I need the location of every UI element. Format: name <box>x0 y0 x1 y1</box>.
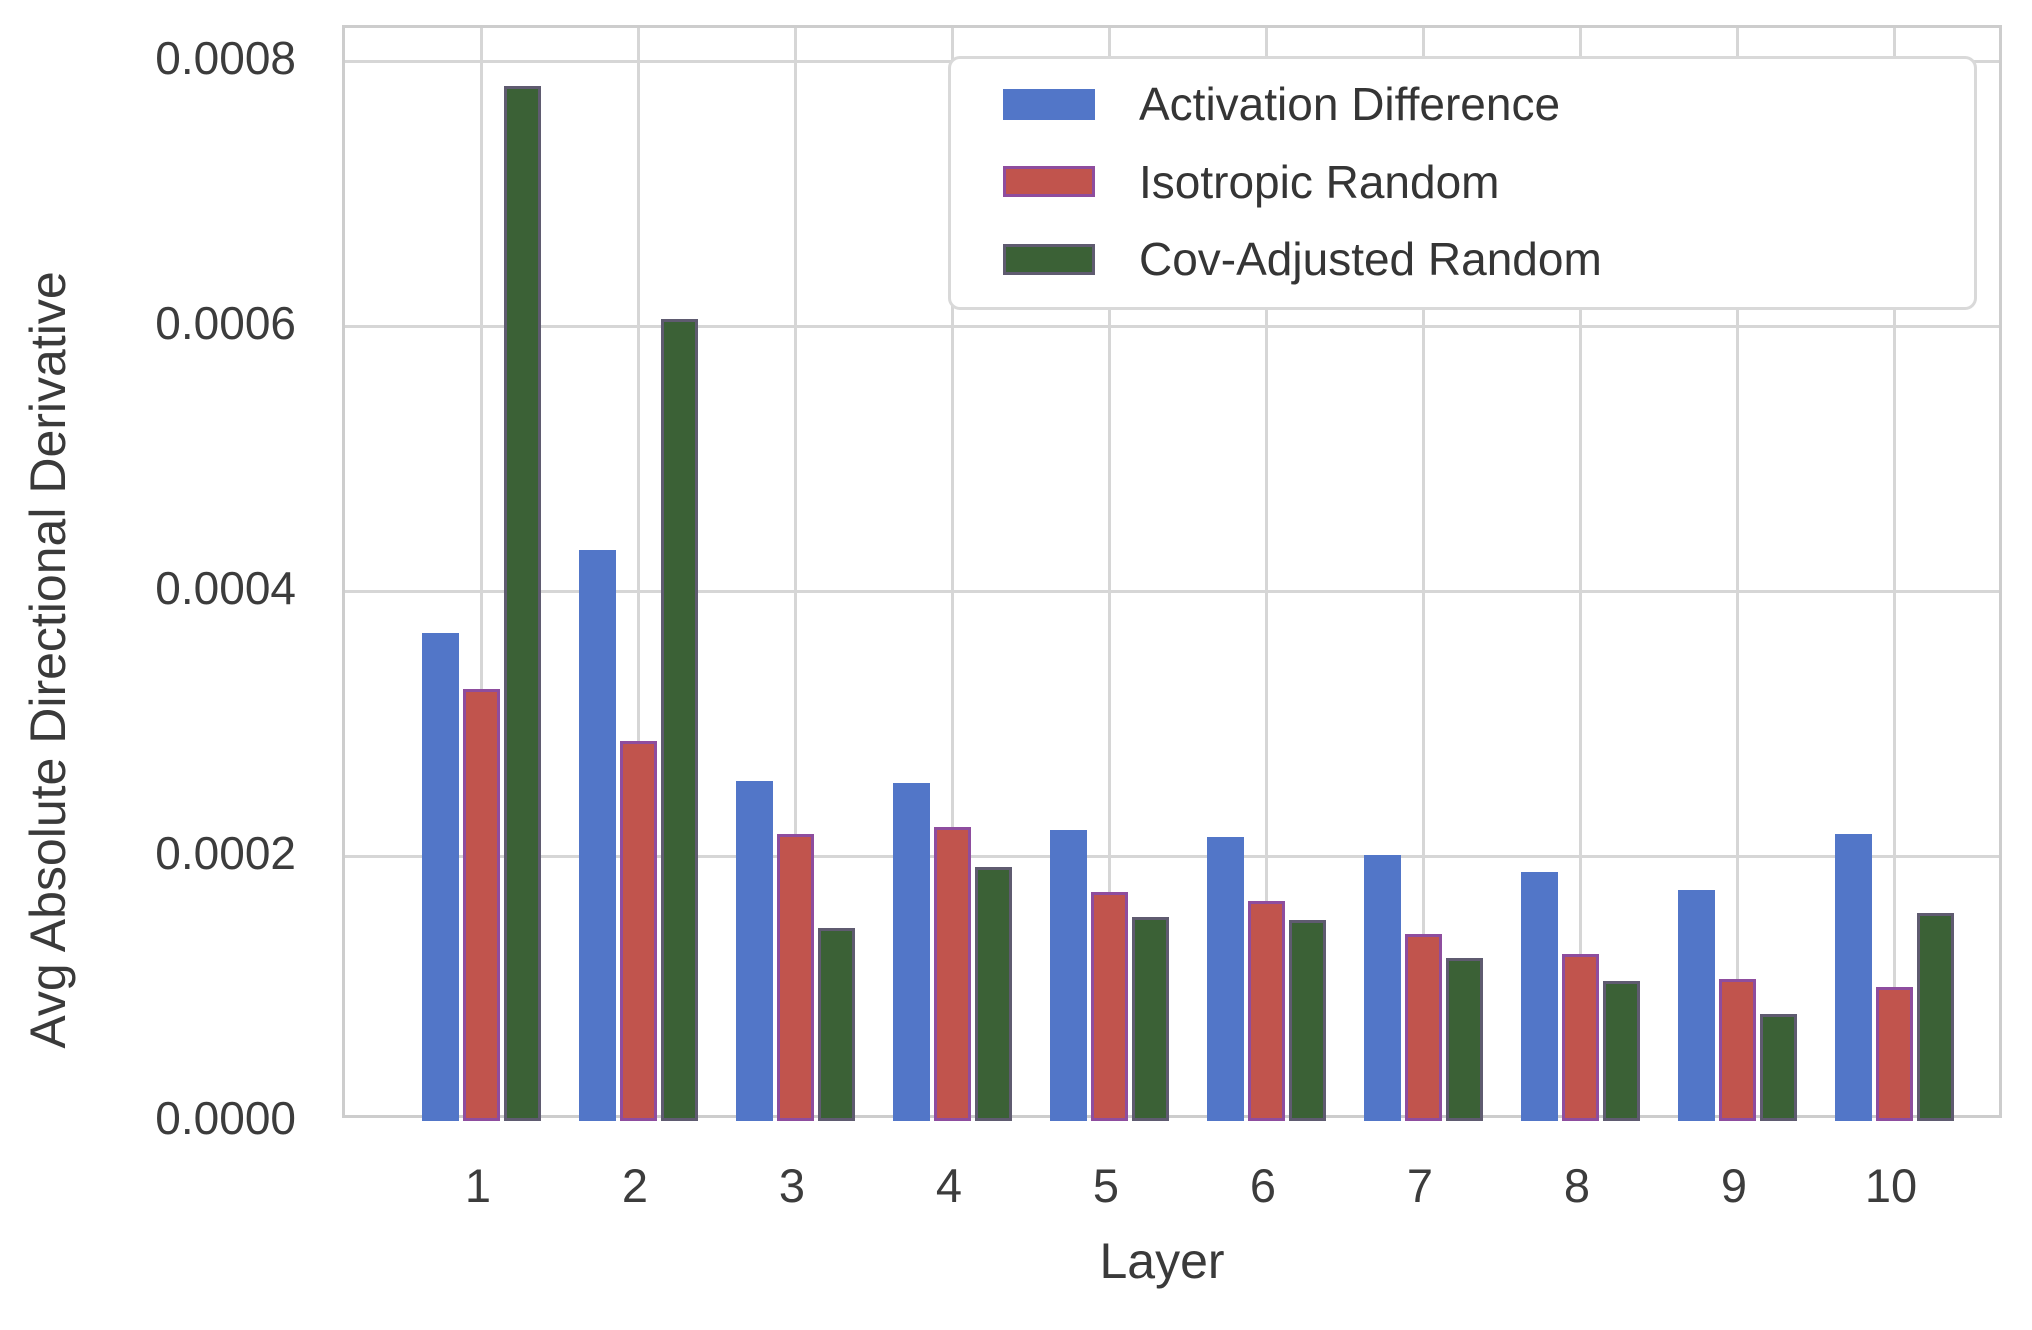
x-axis-title: Layer <box>1099 1233 1225 1289</box>
bar-activation-difference-layer-2 <box>578 549 616 1121</box>
legend-label: Isotropic Random <box>1139 155 1500 208</box>
bar-isotropic-random-layer-10 <box>1875 987 1913 1121</box>
bar-cov-adjusted-random-layer-7 <box>1445 958 1483 1121</box>
gridline-horizontal <box>345 854 1999 858</box>
x-tick-label: 7 <box>1406 1159 1434 1212</box>
bar-cov-adjusted-random-layer-4 <box>974 866 1012 1121</box>
bar-isotropic-random-layer-9 <box>1718 979 1756 1121</box>
bar-isotropic-random-layer-3 <box>776 833 814 1121</box>
bar-cov-adjusted-random-layer-10 <box>1916 912 1954 1121</box>
bar-cov-adjusted-random-layer-3 <box>817 927 855 1121</box>
gridline-vertical <box>479 28 483 1115</box>
x-tick-label: 1 <box>464 1159 492 1212</box>
bar-activation-difference-layer-4 <box>892 783 930 1121</box>
bar-activation-difference-layer-6 <box>1206 837 1244 1121</box>
x-tick-label: 9 <box>1720 1159 1748 1212</box>
gridline-vertical <box>1578 28 1582 1115</box>
legend-swatch-isotropic-random <box>1003 166 1095 197</box>
x-tick-label: 4 <box>935 1159 963 1212</box>
x-tick-label: 8 <box>1563 1159 1591 1212</box>
y-tick-label: 0.0008 <box>155 32 296 85</box>
gridline-vertical <box>1892 28 1896 1115</box>
bar-activation-difference-layer-7 <box>1363 854 1401 1121</box>
bar-isotropic-random-layer-2 <box>619 740 657 1121</box>
bar-cov-adjusted-random-layer-2 <box>660 319 698 1121</box>
legend: Activation Difference Isotropic Random Cov… <box>948 56 1977 310</box>
y-tick-label: 0.0002 <box>155 827 296 880</box>
bar-cov-adjusted-random-layer-9 <box>1759 1013 1797 1121</box>
y-axis-title: Avg Absolute Directional Derivative <box>20 271 76 1049</box>
x-tick-label: 6 <box>1249 1159 1277 1212</box>
bar-isotropic-random-layer-7 <box>1404 934 1442 1121</box>
bar-activation-difference-layer-10 <box>1834 833 1872 1121</box>
gridline-vertical <box>636 28 640 1115</box>
gridline-vertical <box>1264 28 1268 1115</box>
bar-isotropic-random-layer-1 <box>462 689 500 1121</box>
bar-activation-difference-layer-5 <box>1049 829 1087 1121</box>
bar-isotropic-random-layer-5 <box>1090 891 1128 1121</box>
gridline-vertical <box>1107 28 1111 1115</box>
gridline-vertical <box>1421 28 1425 1115</box>
bar-activation-difference-layer-3 <box>735 780 773 1121</box>
legend-label: Activation Difference <box>1139 78 1561 130</box>
bar-isotropic-random-layer-4 <box>933 826 971 1121</box>
bar-cov-adjusted-random-layer-1 <box>503 86 541 1121</box>
x-tick-label: 10 <box>1864 1159 1918 1212</box>
bar-isotropic-random-layer-6 <box>1247 901 1285 1121</box>
gridline-vertical <box>793 28 797 1115</box>
y-tick-label: 0.0000 <box>155 1092 296 1144</box>
gridline-horizontal <box>345 324 1999 328</box>
y-tick-label: 0.0006 <box>155 297 296 350</box>
legend-label: Cov-Adjusted Random <box>1139 233 1602 285</box>
bar-cov-adjusted-random-layer-5 <box>1131 916 1169 1121</box>
gridline-vertical <box>1735 28 1739 1115</box>
x-tick-label: 5 <box>1092 1159 1120 1212</box>
bar-cov-adjusted-random-layer-6 <box>1288 919 1326 1121</box>
legend-swatch-activation-difference <box>1003 88 1095 120</box>
bar-activation-difference-layer-8 <box>1520 871 1558 1121</box>
bar-activation-difference-layer-9 <box>1677 890 1715 1121</box>
x-tick-label: 3 <box>778 1159 806 1212</box>
bar-cov-adjusted-random-layer-8 <box>1602 980 1640 1121</box>
gridline-horizontal <box>345 589 1999 593</box>
legend-swatch-cov-adjusted-random <box>1003 243 1095 275</box>
y-tick-label: 0.0004 <box>155 562 296 615</box>
bar-activation-difference-layer-1 <box>421 633 459 1121</box>
x-tick-label: 2 <box>621 1159 649 1212</box>
bar-isotropic-random-layer-8 <box>1561 954 1599 1121</box>
gridline-vertical <box>950 28 954 1115</box>
